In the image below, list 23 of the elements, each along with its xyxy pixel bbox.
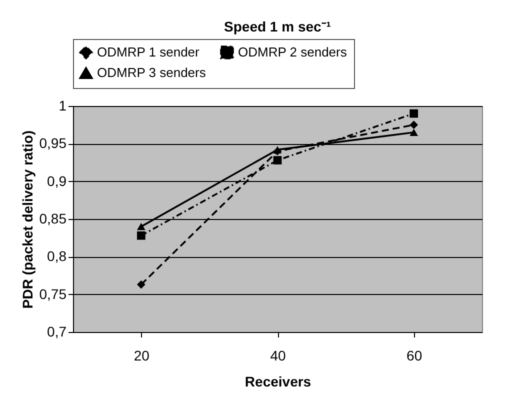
x-tick-label: 60: [406, 348, 422, 364]
x-tick-label: 40: [270, 348, 286, 364]
y-tick-label: 0,9: [47, 172, 67, 189]
point: [410, 109, 418, 118]
legend-label: ODMRP 3 senders: [97, 65, 206, 80]
point: [136, 222, 146, 230]
legend-label: ODMRP 2 senders: [238, 44, 348, 60]
point: [273, 156, 282, 164]
y-tick-label: 0,95: [39, 135, 67, 152]
point: [410, 128, 418, 136]
legend-label: ODMRP 1 sender: [97, 44, 200, 60]
point: [410, 120, 418, 130]
y-tick-label: 0,8: [47, 248, 67, 264]
x-axis-title: Receivers: [244, 374, 312, 390]
y-tick-label: 0,75: [39, 286, 67, 302]
point: [136, 231, 146, 240]
point: [136, 280, 146, 289]
y-tick-label: 1: [58, 98, 67, 114]
chart-title: Speed 1 m sec⁻¹: [224, 18, 332, 34]
y-axis-title: PDR (packet delivery ratio): [19, 130, 36, 309]
y-tick-label: 0,7: [47, 324, 67, 340]
x-tick-label: 20: [134, 348, 150, 364]
y-tick-label: 0,85: [39, 210, 67, 226]
